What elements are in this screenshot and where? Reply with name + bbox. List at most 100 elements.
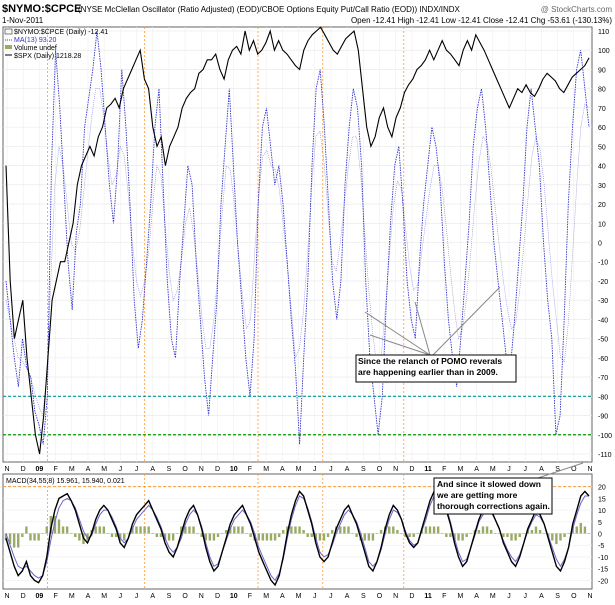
macd-histogram-bar xyxy=(530,529,534,534)
x-tick-label: F xyxy=(442,593,446,600)
x-tick-label: J xyxy=(119,593,123,600)
x-tick-label: M xyxy=(458,466,464,473)
macd-histogram-bar xyxy=(326,533,330,538)
macd-histogram-bar xyxy=(457,533,460,541)
macd-histogram-bar xyxy=(188,526,191,534)
x-tick-label: 11 xyxy=(424,593,432,600)
x-tick-label: A xyxy=(474,466,479,473)
y-tick-label: 5 xyxy=(598,520,602,527)
y-tick-label: -80 xyxy=(598,394,608,401)
macd-histogram-bar xyxy=(286,526,289,534)
macd-histogram-bar xyxy=(469,533,472,534)
macd-histogram-bar xyxy=(86,533,89,541)
x-tick-label: A xyxy=(474,593,479,600)
x-tick-label: M xyxy=(101,466,107,473)
macd-histogram-bar xyxy=(432,526,436,534)
x-axis-labels-bottom: N D 09 F M A M J J A S O N D 10 F M A M J J A S O N D 11 F M A M J J A S O N xyxy=(4,593,592,600)
macd-histogram-bar xyxy=(445,533,448,538)
macd-histogram-bar xyxy=(45,526,48,534)
macd-histogram-bar xyxy=(123,533,126,541)
x-tick-label: N xyxy=(393,593,398,600)
y-tick-label: -30 xyxy=(598,298,608,305)
x-tick-label: J xyxy=(507,593,511,600)
macd-histogram-bar xyxy=(102,526,106,534)
x-tick-label: S xyxy=(555,593,560,600)
macd-histogram-bar xyxy=(485,526,489,534)
macd-histogram-bar xyxy=(481,526,485,534)
macd-histogram-bar xyxy=(579,522,583,534)
macd-histogram-bar xyxy=(269,533,273,541)
macd-histogram-bar xyxy=(192,526,195,534)
macd-histogram-bar xyxy=(567,533,570,534)
macd-histogram-bar xyxy=(37,533,40,541)
y-tick-label: 100 xyxy=(598,48,610,55)
macd-histogram-bar xyxy=(514,533,517,541)
macd-histogram-bar xyxy=(143,526,146,534)
legend-main: $NYMO:$CPCE (Daily) -12.41 xyxy=(14,29,108,36)
x-tick-label: 11 xyxy=(424,466,432,473)
macd-histogram-bar xyxy=(61,526,65,534)
macd-histogram-bar xyxy=(555,533,558,545)
x-tick-label: N xyxy=(393,466,398,473)
x-tick-label: D xyxy=(21,593,26,600)
y-tick-label: -50 xyxy=(598,337,608,344)
macd-histogram-bar xyxy=(65,526,69,534)
watermark: @ StockCharts.com xyxy=(541,5,613,14)
macd-histogram-bar xyxy=(159,533,163,538)
x-tick-label: 09 xyxy=(35,466,43,473)
x-tick-label: N xyxy=(4,466,9,473)
x-tick-label: D xyxy=(21,466,26,473)
y-tick-label: 20 xyxy=(598,485,606,492)
x-tick-label: J xyxy=(313,466,317,473)
y-tick-label: 10 xyxy=(598,221,606,228)
x-tick-label: N xyxy=(4,593,9,600)
x-tick-label: J xyxy=(523,466,527,473)
macd-histogram-bar xyxy=(551,533,554,541)
y-tick-label: -40 xyxy=(598,317,608,324)
series-ma13 xyxy=(5,88,590,417)
macd-histogram-bar xyxy=(277,533,281,538)
x-tick-label: A xyxy=(280,593,285,600)
macd-histogram-bar xyxy=(489,529,493,534)
x-tick-label: O xyxy=(182,466,188,473)
macd-histogram-bar xyxy=(367,533,371,541)
macd-histogram-bar xyxy=(110,533,114,538)
y-tick-label: -70 xyxy=(598,375,608,382)
x-tick-label: F xyxy=(248,593,252,600)
macd-histogram-bar xyxy=(204,533,207,541)
x-tick-label: O xyxy=(182,593,188,600)
macd-histogram-bar xyxy=(171,533,175,541)
macd-histogram-bar xyxy=(506,533,509,538)
macd-histogram-bar xyxy=(534,526,538,534)
main-grid xyxy=(3,27,592,462)
macd-histogram-bar xyxy=(290,526,293,534)
macd-histogram-bar xyxy=(330,529,334,534)
macd-histogram-bar xyxy=(196,533,199,534)
macd-histogram-bar xyxy=(212,533,216,541)
x-tick-label: A xyxy=(86,466,91,473)
horizontal-levels xyxy=(3,395,592,436)
x-tick-label: N xyxy=(199,593,204,600)
macd-histogram-bar xyxy=(167,533,171,541)
macd-histogram-bar xyxy=(155,533,159,538)
y-tick-label: -90 xyxy=(598,414,608,421)
macd-histogram-bar xyxy=(322,533,326,541)
y-tick-label: 80 xyxy=(598,87,606,94)
corrections-annotation: And since it slowed down we are getting … xyxy=(433,462,584,515)
macd-histogram-bar xyxy=(441,533,444,534)
y-tick-label: -10 xyxy=(598,260,608,267)
x-tick-label: S xyxy=(167,593,172,600)
macd-histogram-bar xyxy=(8,533,12,545)
x-tick-label: A xyxy=(280,466,285,473)
x-tick-label: M xyxy=(263,593,269,600)
main-legend: $NYMO:$CPCE (Daily) -12.41 MA(13) 93.20 … xyxy=(4,28,108,60)
macd-histogram-bar xyxy=(21,533,24,538)
x-tick-label: A xyxy=(86,593,91,600)
x-tick-label: D xyxy=(409,466,414,473)
macd-histogram-bar xyxy=(249,533,252,538)
x-tick-label: A xyxy=(539,466,544,473)
x-tick-label: J xyxy=(119,466,123,473)
y-tick-label: 0 xyxy=(598,532,602,539)
macd-histogram-bar xyxy=(347,526,350,534)
